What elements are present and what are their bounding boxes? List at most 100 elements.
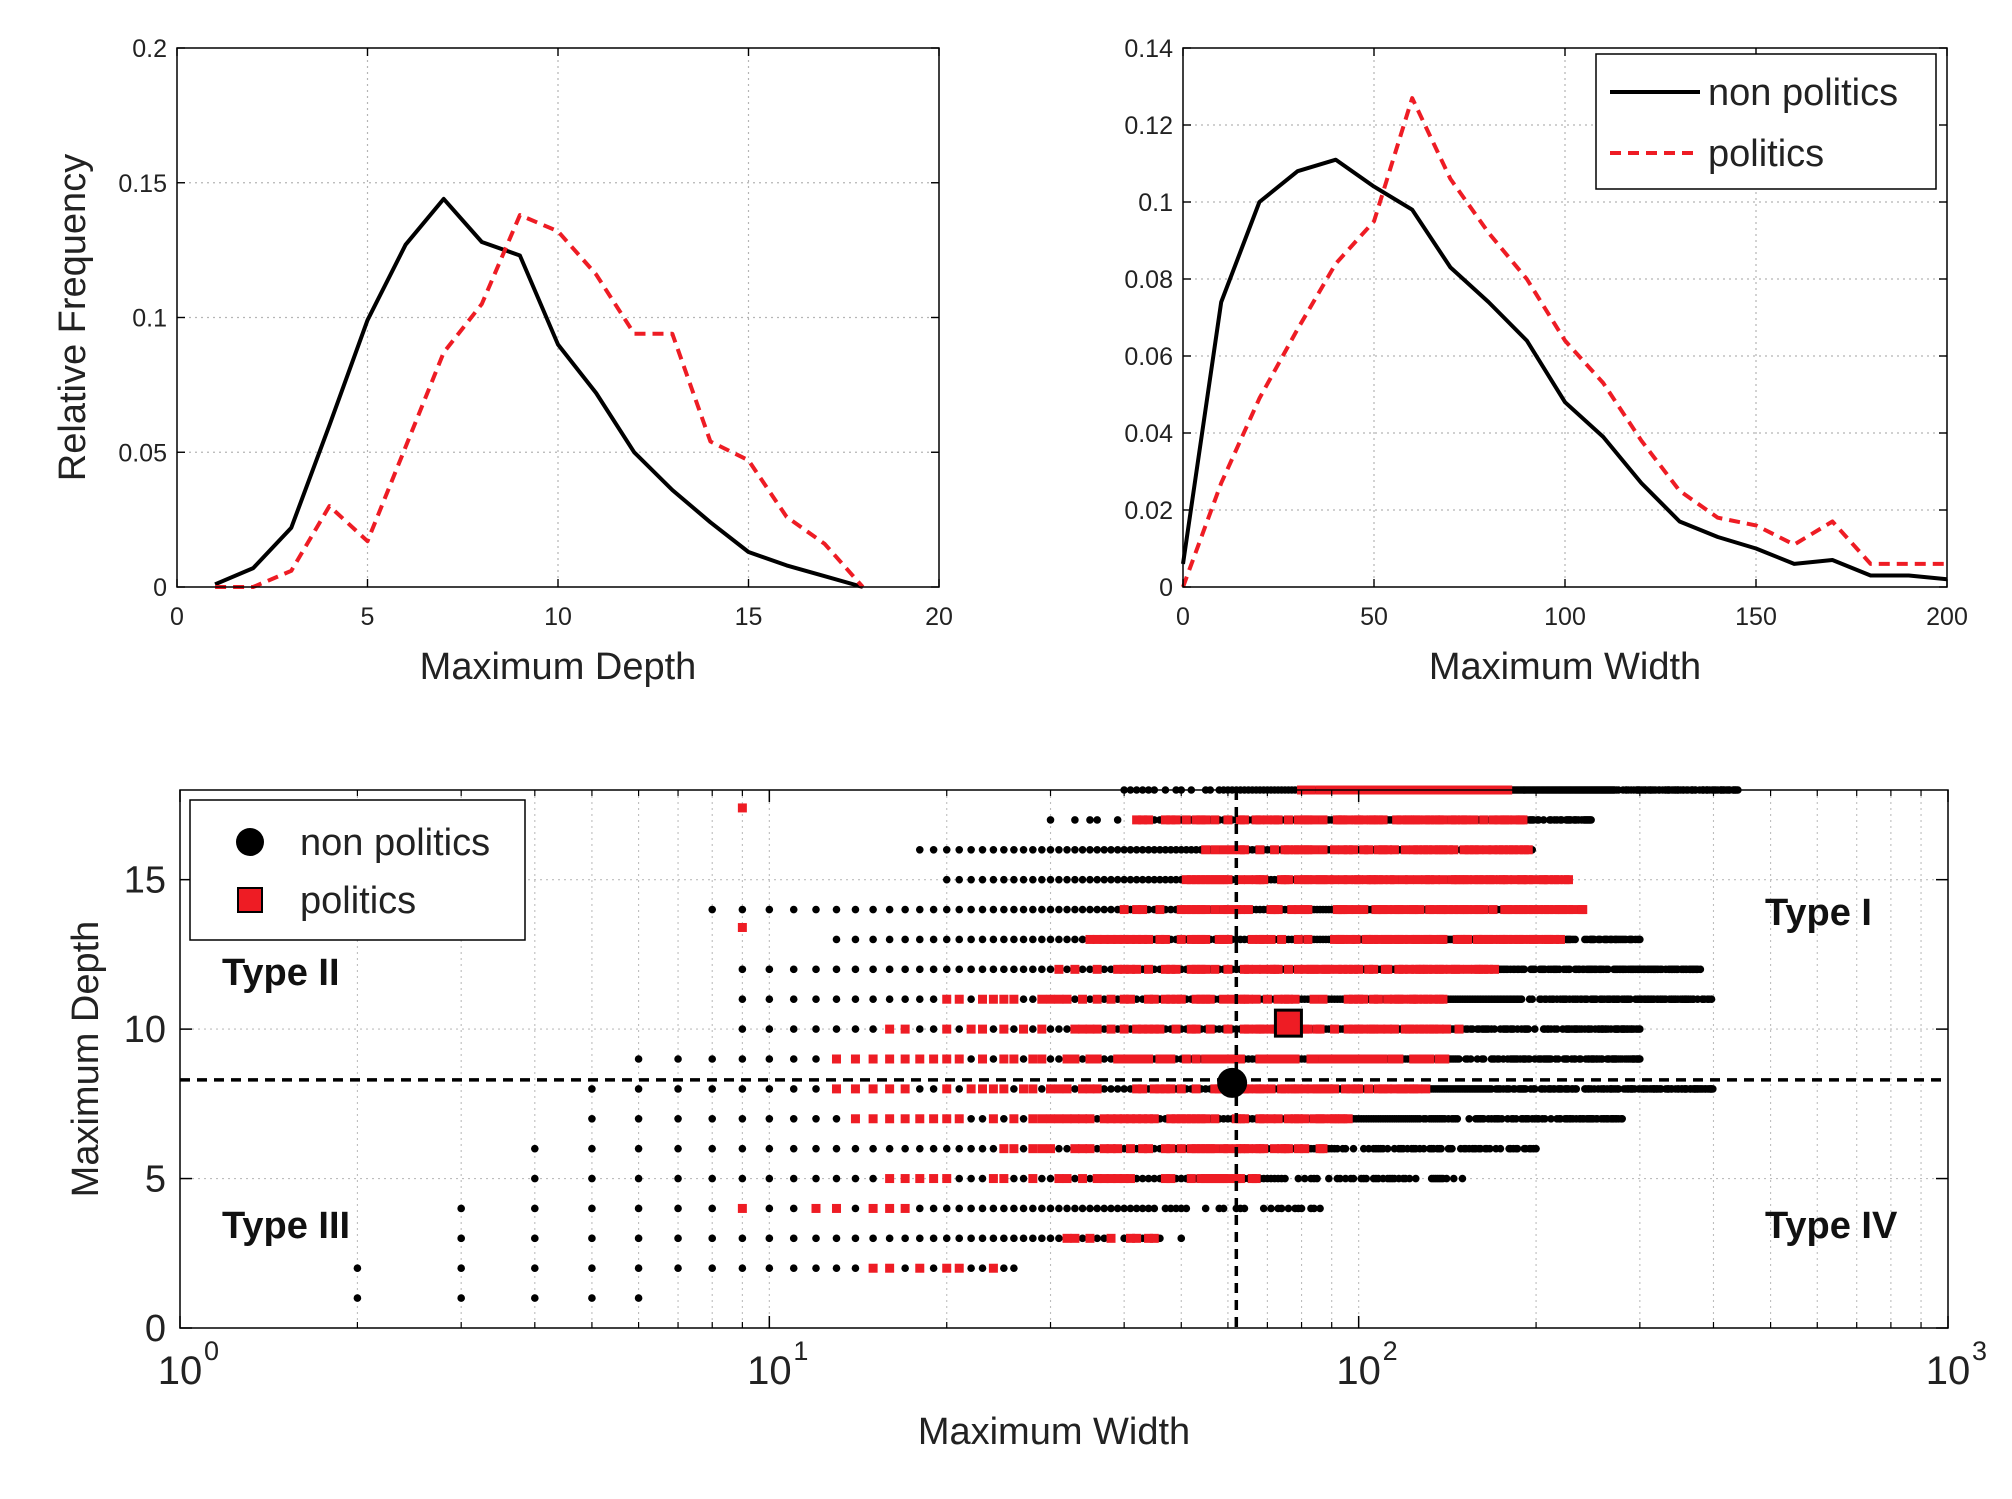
point-politics: [1445, 964, 1455, 974]
point-non-politics: [1046, 845, 1055, 854]
point-politics: [1037, 1144, 1047, 1154]
point-politics: [1171, 815, 1181, 825]
point-politics: [1303, 905, 1313, 915]
point-non-politics: [1055, 1025, 1063, 1033]
point-non-politics: [1107, 1085, 1115, 1093]
point-politics: [1474, 934, 1484, 944]
point-politics: [1113, 1144, 1123, 1154]
point-non-politics: [457, 1204, 465, 1213]
point-non-politics: [1547, 1114, 1555, 1123]
x-tick-exponent: 1: [793, 1336, 808, 1366]
point-non-politics: [989, 1234, 998, 1243]
point-non-politics: [942, 845, 951, 854]
point-politics: [1489, 964, 1499, 974]
point-non-politics: [929, 1085, 938, 1093]
point-non-politics: [1093, 905, 1101, 914]
point-politics: [900, 1024, 910, 1034]
point-non-politics: [955, 1204, 964, 1213]
point-politics: [1434, 1054, 1444, 1064]
point-politics: [1243, 1084, 1253, 1094]
point-politics: [1398, 1084, 1408, 1094]
point-politics: [1196, 1144, 1206, 1154]
point-politics: [1138, 934, 1148, 944]
point-non-politics: [1524, 1025, 1533, 1033]
point-politics: [1479, 934, 1489, 944]
point-politics: [1534, 905, 1544, 915]
point-non-politics: [708, 1264, 717, 1273]
point-non-politics: [1086, 1204, 1094, 1213]
x-tick-label: 10: [158, 1349, 203, 1393]
point-politics: [1239, 845, 1249, 855]
point-politics: [1132, 905, 1142, 915]
point-politics: [1378, 1054, 1388, 1064]
point-non-politics: [738, 1144, 747, 1153]
point-non-politics: [708, 1114, 717, 1123]
point-non-politics: [708, 1055, 717, 1063]
y-tick-label: 0.14: [1124, 35, 1173, 63]
point-non-politics: [1000, 1114, 1008, 1123]
point-politics: [1259, 1024, 1269, 1034]
point-politics: [1181, 1054, 1191, 1064]
point-non-politics: [1100, 1234, 1108, 1243]
point-politics: [1318, 875, 1328, 885]
point-politics: [1201, 994, 1211, 1004]
point-politics: [1171, 964, 1181, 974]
point-non-politics: [1071, 1085, 1079, 1093]
point-non-politics: [1132, 875, 1141, 884]
point-non-politics: [1100, 1055, 1108, 1063]
point-politics: [1119, 905, 1129, 915]
point-politics: [1451, 815, 1461, 825]
x-tick-label: 150: [1735, 603, 1777, 631]
point-non-politics: [1055, 845, 1063, 854]
point-politics: [1555, 934, 1565, 944]
point-politics: [1201, 1114, 1211, 1124]
point-politics: [1438, 934, 1448, 944]
point-politics: [999, 1174, 1009, 1184]
point-politics: [942, 1054, 952, 1064]
point-non-politics: [1010, 845, 1018, 854]
point-politics: [1054, 964, 1064, 974]
point-non-politics: [1449, 1174, 1458, 1183]
point-non-politics: [915, 995, 924, 1004]
point-non-politics: [1029, 1234, 1037, 1243]
point-politics: [1438, 964, 1448, 974]
point-politics: [1343, 845, 1353, 855]
point-politics: [1330, 1054, 1340, 1064]
point-politics: [1223, 964, 1233, 974]
y-tick-label: 0.06: [1124, 343, 1173, 371]
point-non-politics: [929, 1144, 938, 1153]
point-politics: [1421, 1084, 1431, 1094]
point-politics: [1251, 994, 1261, 1004]
point-non-politics: [1113, 875, 1122, 884]
point-non-politics: [1010, 935, 1018, 944]
point-politics: [1119, 1024, 1129, 1034]
point-non-politics: [989, 935, 998, 944]
point-non-politics: [1000, 935, 1008, 944]
point-politics: [1503, 875, 1513, 885]
point-politics: [929, 1114, 939, 1124]
point-non-politics: [1437, 1144, 1445, 1153]
point-non-politics: [1086, 1174, 1094, 1183]
point-politics: [1160, 964, 1170, 974]
point-politics: [1196, 875, 1206, 885]
point-non-politics: [1029, 875, 1037, 884]
point-non-politics: [942, 1234, 951, 1243]
point-politics: [1078, 1024, 1088, 1034]
point-politics: [1191, 815, 1201, 825]
point-politics: [1092, 934, 1102, 944]
point-politics: [1378, 845, 1388, 855]
point-politics: [1155, 1024, 1165, 1034]
point-non-politics: [738, 995, 747, 1004]
point-non-politics: [738, 1264, 747, 1273]
point-politics: [1251, 964, 1261, 974]
point-politics: [1037, 994, 1047, 1004]
point-politics: [1309, 964, 1319, 974]
point-non-politics: [1086, 845, 1094, 854]
point-politics: [1186, 1174, 1196, 1184]
point-non-politics: [1310, 1204, 1318, 1213]
point-politics: [1369, 994, 1379, 1004]
point-non-politics: [929, 1025, 938, 1033]
point-politics: [1539, 875, 1549, 885]
point-non-politics: [1113, 845, 1122, 854]
point-non-politics: [1201, 1204, 1210, 1213]
